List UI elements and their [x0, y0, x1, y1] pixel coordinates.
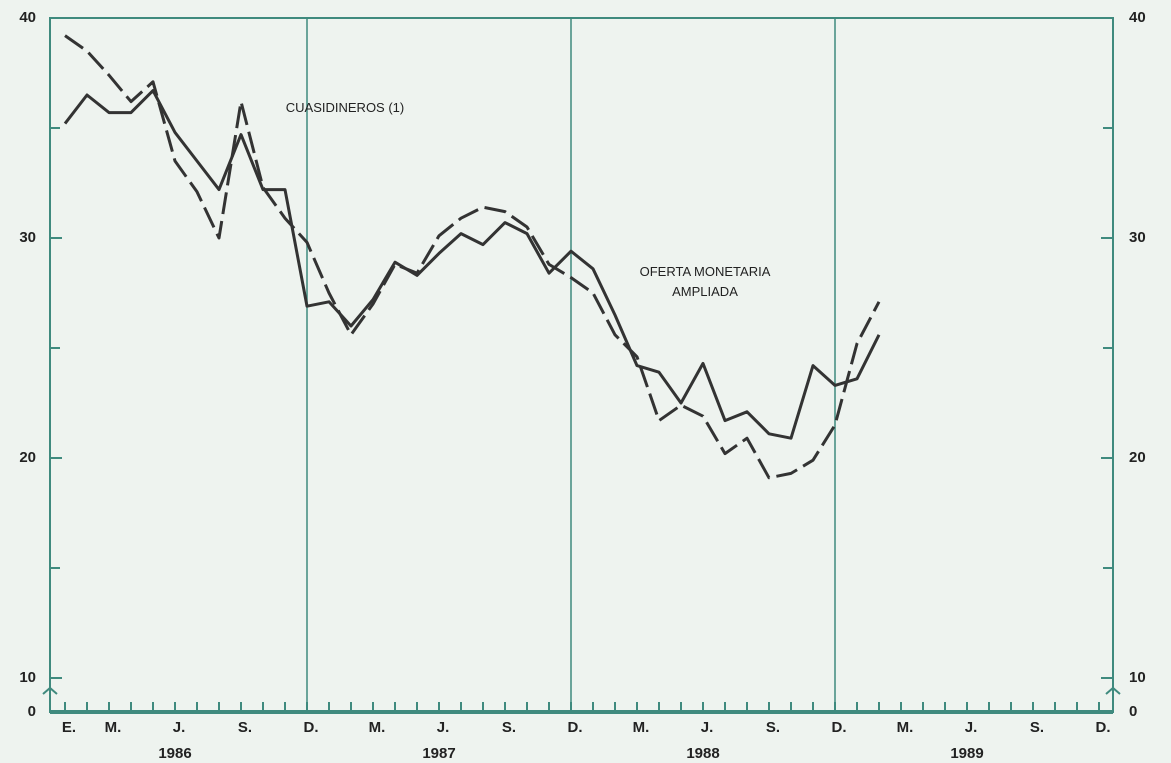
y-tick-label: 40	[19, 9, 36, 26]
x-tick-label: D.	[304, 719, 319, 736]
x-tick-label: J.	[437, 719, 450, 736]
y-tick-label: 10	[19, 669, 36, 686]
y-tick-label: 30	[1129, 229, 1146, 246]
plot-frame	[49, 17, 1114, 713]
year-label: 1989	[950, 745, 983, 762]
axis-break	[1105, 686, 1121, 695]
y-floor-label: 0	[1129, 703, 1137, 720]
x-tick-label: J.	[701, 719, 714, 736]
y-tick-label: 40	[1129, 9, 1146, 26]
x-tick-label: S.	[766, 719, 780, 736]
x-tick-label: M.	[369, 719, 386, 736]
x-tick-label: S.	[238, 719, 252, 736]
x-tick-label: D.	[1096, 719, 1111, 736]
x-tick-label: S.	[1030, 719, 1044, 736]
year-label: 1988	[686, 745, 719, 762]
y-tick-label: 10	[1129, 669, 1146, 686]
year-label: 1986	[158, 745, 191, 762]
series-line	[63, 89, 881, 440]
y-tick-label: 20	[19, 449, 36, 466]
y-tick-label: 20	[1129, 449, 1146, 466]
x-tick-label: M.	[105, 719, 122, 736]
year-label: 1987	[422, 745, 455, 762]
series-annotation: OFERTA MONETARIA AMPLIADA	[639, 264, 771, 299]
series-line	[64, 34, 881, 480]
x-tick-label: E.	[62, 719, 76, 736]
x-tick-label: J.	[965, 719, 978, 736]
x-tick-label: M.	[897, 719, 914, 736]
y-floor-label: 0	[28, 703, 36, 720]
x-tick-label: S.	[502, 719, 516, 736]
x-tick-label: D.	[568, 719, 583, 736]
series-annotation: CUASIDINEROS (1)	[285, 100, 405, 115]
y-tick-label: 30	[19, 229, 36, 246]
x-tick-label: J.	[173, 719, 186, 736]
axis-break	[42, 686, 58, 695]
x-tick-label: D.	[832, 719, 847, 736]
x-tick-label: M.	[633, 719, 650, 736]
